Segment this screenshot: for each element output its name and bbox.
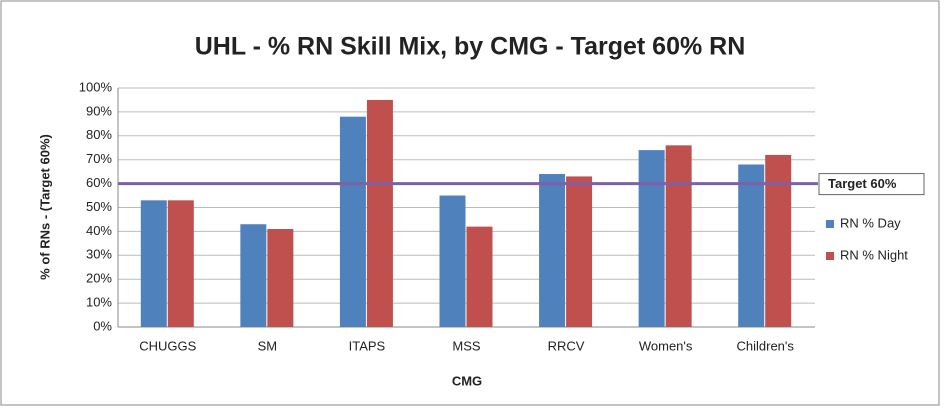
bar xyxy=(765,154,792,327)
y-tick-label: 20% xyxy=(86,271,112,286)
y-tick-label: 40% xyxy=(86,223,112,238)
y-tick-label: 10% xyxy=(86,295,112,310)
y-tick-label: 70% xyxy=(86,151,112,166)
legend-label: RN % Night xyxy=(840,247,908,262)
y-tick-label: 0% xyxy=(93,318,112,333)
bar xyxy=(167,200,194,327)
y-tick-label: 60% xyxy=(86,175,112,190)
bar xyxy=(439,195,466,327)
bar xyxy=(665,145,692,327)
bar xyxy=(240,224,267,327)
y-tick-label: 80% xyxy=(86,127,112,142)
legend-swatch xyxy=(826,220,834,228)
bar xyxy=(466,226,493,327)
x-tick-label: Children's xyxy=(737,338,795,353)
y-tick-label: 90% xyxy=(86,103,112,118)
bar xyxy=(738,164,765,327)
bar xyxy=(339,116,366,328)
y-tick-label: 100% xyxy=(79,79,113,94)
bar xyxy=(638,150,665,327)
chart-title: UHL - % RN Skill Mix, by CMG - Target 60… xyxy=(195,33,746,61)
x-tick-label: RRCV xyxy=(548,338,585,353)
bar xyxy=(140,200,167,327)
bar xyxy=(366,99,393,327)
x-tick-label: CHUGGS xyxy=(139,338,196,353)
legend-label: RN % Day xyxy=(840,215,901,230)
x-tick-label: ITAPS xyxy=(349,338,386,353)
bar xyxy=(267,229,294,327)
y-axis-label: % of RNs - (Target 60%) xyxy=(37,134,52,280)
y-tick-label: 30% xyxy=(86,247,112,262)
bar xyxy=(566,176,593,327)
target-label-box xyxy=(818,173,925,196)
x-tick-label: SM xyxy=(258,338,278,353)
x-tick-label: MSS xyxy=(452,338,481,353)
bar xyxy=(539,174,566,327)
x-tick-label: Women's xyxy=(639,338,693,353)
y-tick-label: 50% xyxy=(86,199,112,214)
target-label: Target 60% xyxy=(828,176,897,191)
legend-swatch xyxy=(826,252,834,260)
x-axis-label: CMG xyxy=(452,373,482,388)
